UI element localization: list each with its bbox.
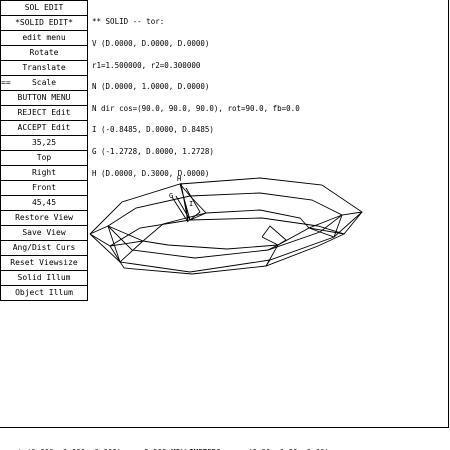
menu-title-solid-edit: *SOLID EDIT* xyxy=(0,16,88,31)
cross-section-back-2 xyxy=(175,187,201,221)
param-i: I (-0.8485, D.0000, D.8485) xyxy=(92,125,214,135)
menu-item-translate[interactable]: Translate xyxy=(0,61,88,76)
menu-item-edit-menu[interactable]: edit menu xyxy=(0,31,88,46)
menu-item-button-menu[interactable]: BUTTON MENU xyxy=(0,91,88,106)
sidebar-menu: SOL EDIT *SOLID EDIT* edit menu Rotate T… xyxy=(0,0,88,301)
vertex-label-i: I xyxy=(189,200,193,208)
vertex-label-h: H xyxy=(177,175,181,183)
solid-parameters: ** SOLID -- tor: V (D.0000, D.0000, D.00… xyxy=(92,4,300,191)
param-g: G (-1.2728, D.0000, 1.2728) xyxy=(92,146,214,156)
solid-header-title: ** SOLID -- tor: xyxy=(92,17,165,27)
menu-item-restore-view[interactable]: Restore View xyxy=(0,211,88,226)
menu-item-view-right[interactable]: Right xyxy=(0,166,88,181)
param-h: H (D.0000, D.3000, D.0000) xyxy=(92,168,210,178)
menu-item-scale[interactable]: == Scale xyxy=(0,76,88,91)
vector-i xyxy=(185,204,189,223)
menu-item-view-top[interactable]: Top xyxy=(0,151,88,166)
vector-g xyxy=(171,196,189,223)
param-dir-cos: N dir cos=(90.0, 90.0, 90.0), rot=90.0, … xyxy=(92,103,300,113)
param-vertex: V (D.0000, D.0000, D.0000) xyxy=(92,39,210,48)
menu-item-view-45-45[interactable]: 45,45 xyxy=(0,196,88,211)
cross-section-front xyxy=(265,243,280,267)
menu-item-object-illum[interactable]: Object Illum xyxy=(0,286,88,301)
menu-item-view-35-25[interactable]: 35,25 xyxy=(0,136,88,151)
param-radii: r1=1.500000, r2=0.300000 xyxy=(92,60,201,70)
menu-item-accept-edit[interactable]: ACCEPT Edit xyxy=(0,121,88,136)
cross-section-right-2 xyxy=(308,214,343,238)
param-normal: N (D.0000, 1.0000, D.0000) xyxy=(92,82,210,92)
status-view-info: cent=(0.000, 0.000, 0.000), sz=8.000 MIL… xyxy=(4,448,329,450)
status-bar: cent=(0.000, 0.000, 0.000), sz=8.000 MIL… xyxy=(4,430,329,450)
menu-item-save-view[interactable]: Save View xyxy=(0,226,88,241)
menu-item-reset-viewsize[interactable]: Reset Viewsize xyxy=(0,256,88,271)
menu-item-reject-edit[interactable]: REJECT Edit xyxy=(0,106,88,121)
cross-section-front-2 xyxy=(261,225,287,246)
menu-item-ang-dist-curs[interactable]: Ang/Dist Curs xyxy=(0,241,88,256)
menu-item-rotate[interactable]: Rotate xyxy=(0,46,88,61)
cross-section-left xyxy=(89,225,145,247)
torus-outer-ring xyxy=(89,177,363,273)
menu-item-view-front[interactable]: Front xyxy=(0,181,88,196)
menu-item-solid-illum[interactable]: Solid Illum xyxy=(0,271,88,286)
selected-marker: == xyxy=(1,78,11,87)
cross-section-left-2 xyxy=(107,225,144,263)
display-frame xyxy=(0,0,449,428)
torus-inner-ring xyxy=(142,209,310,250)
vertex-label-g: G xyxy=(169,192,173,200)
menu-title-sol-edit: SOL EDIT xyxy=(0,0,88,16)
